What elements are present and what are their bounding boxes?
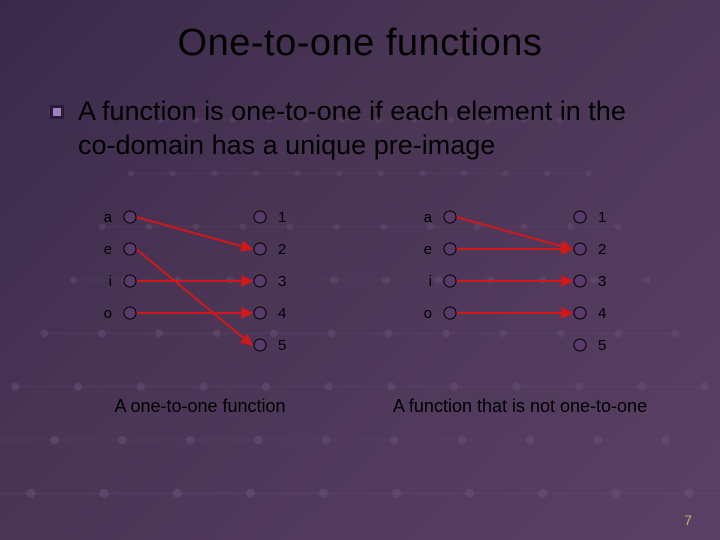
svg-text:5: 5 (278, 337, 286, 354)
bullet-icon (50, 105, 64, 119)
svg-text:e: e (424, 241, 432, 258)
svg-text:i: i (109, 273, 112, 290)
bullet-section: A function is one-to-one if each element… (0, 95, 720, 163)
svg-text:4: 4 (598, 305, 606, 322)
svg-text:4: 4 (278, 305, 286, 322)
svg-text:o: o (424, 305, 432, 322)
svg-text:1: 1 (598, 209, 606, 226)
diagram-left-svg: aeio 1 2 3 4 5 (60, 203, 340, 383)
bullet-text: A function is one-to-one if each element… (78, 95, 670, 163)
svg-text:i: i (429, 273, 432, 290)
diagram-left: aeio 1 2 3 4 5 A one-to-one function (60, 203, 340, 418)
svg-text:e: e (104, 241, 112, 258)
caption-right: A function that is not one-to-one (380, 395, 660, 418)
svg-text:5: 5 (598, 337, 606, 354)
slide-number: 7 (684, 512, 692, 528)
svg-text:3: 3 (598, 273, 606, 290)
svg-text:a: a (104, 209, 113, 226)
svg-text:o: o (104, 305, 112, 322)
diagram-right: aeio 1 2 3 4 5 A function that is not one-to-… (380, 203, 660, 418)
svg-text:1: 1 (278, 209, 286, 226)
svg-text:a: a (424, 209, 433, 226)
diagram-right-svg: aeio 1 2 3 4 5 (380, 203, 660, 383)
bullet-item: A function is one-to-one if each element… (50, 95, 670, 163)
svg-text:2: 2 (598, 241, 606, 258)
slide-title: One-to-one functions (0, 0, 720, 65)
caption-left: A one-to-one function (60, 395, 340, 418)
svg-text:2: 2 (278, 241, 286, 258)
svg-text:3: 3 (278, 273, 286, 290)
diagrams-row: aeio12345 A one-to-one function aeio1234… (0, 203, 720, 418)
